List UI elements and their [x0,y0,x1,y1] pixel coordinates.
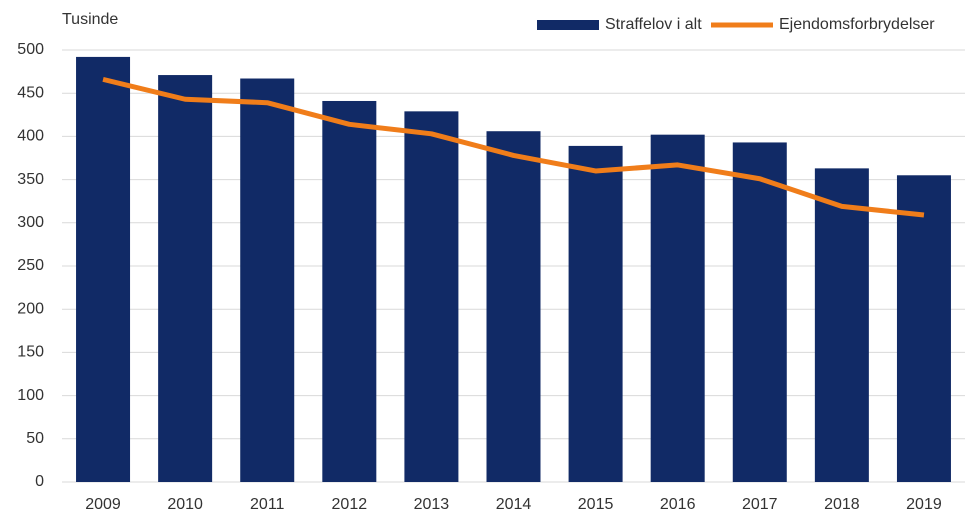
line [102,76,925,218]
y-tick-label: 400 [17,128,44,145]
bar [568,145,623,483]
y-tick-label: 200 [17,300,44,317]
y-tick-label: 150 [17,344,44,361]
bar [896,175,951,482]
legend-swatch [537,20,599,30]
y-tick-label: 0 [35,473,44,490]
bar [814,168,869,483]
x-tick-label: 2010 [167,496,203,513]
legend-label: Ejendomsforbrydelser [779,16,935,33]
x-tick-label: 2016 [660,496,696,513]
bar [486,131,541,482]
x-tick-label: 2015 [578,496,614,513]
legend-label: Straffelov i alt [605,16,702,33]
y-tick-label: 100 [17,387,44,404]
bar [76,56,131,483]
bar [404,111,459,483]
x-tick-label: 2011 [250,496,285,513]
x-tick-label: 2013 [414,496,450,513]
x-tick-label: 2009 [85,496,121,513]
y-tick-label: 500 [17,41,44,58]
y-tick-label: 250 [17,257,44,274]
y-axis-label: Tusinde [62,11,118,28]
bar [322,100,377,482]
bar [240,78,295,483]
x-tick-label: 2014 [496,496,532,513]
bar [732,142,787,482]
bar [158,75,213,482]
x-tick-label: 2012 [332,496,368,513]
x-tick-label: 2017 [742,496,778,513]
y-tick-label: 300 [17,214,44,231]
y-tick-label: 450 [17,84,44,101]
x-tick-label: 2018 [824,496,860,513]
x-tick-label: 2019 [906,496,942,513]
y-tick-label: 50 [26,430,44,447]
bar [650,134,705,482]
y-tick-label: 350 [17,171,44,188]
